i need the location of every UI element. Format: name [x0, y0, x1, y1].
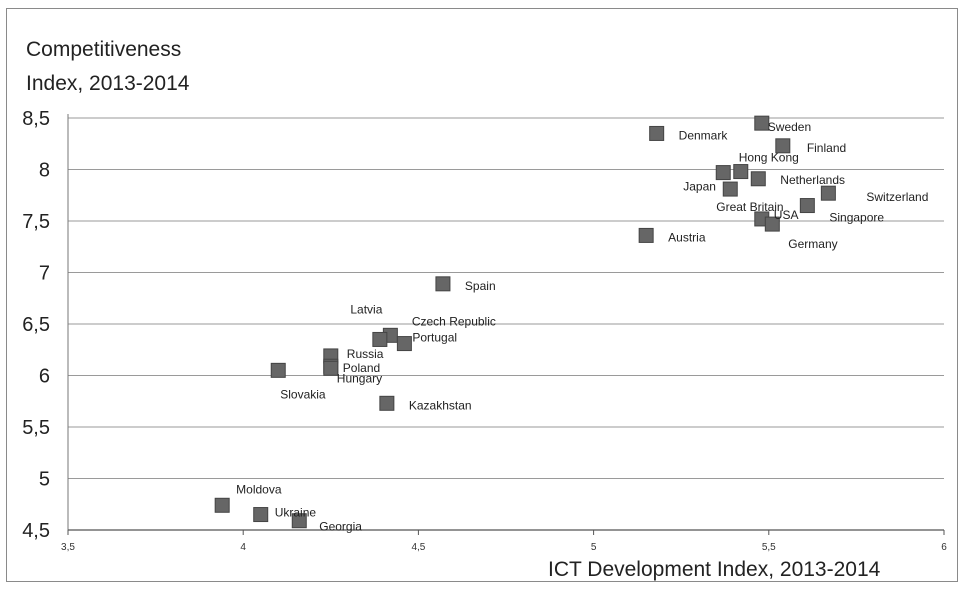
point-label: Great Britain [716, 200, 783, 214]
point-label: Czech Republic [412, 314, 496, 328]
point-label: Germany [788, 237, 837, 251]
y-tick-label: 8,5 [22, 108, 50, 130]
point-label: Finland [807, 141, 846, 155]
data-point [379, 395, 395, 411]
data-point [270, 362, 286, 378]
x-tick-label: 4,5 [411, 542, 425, 553]
y-axis-label-line2: Index, 2013-2014 [26, 72, 190, 95]
data-point [799, 198, 815, 214]
data-point [638, 227, 654, 243]
y-tick-label: 4,5 [22, 520, 50, 542]
y-tick-label: 6,5 [22, 314, 50, 336]
y-tick-label: 5,5 [22, 417, 50, 439]
data-point [775, 138, 791, 154]
point-label: Portugal [412, 331, 457, 345]
x-tick-labels: 3,5 4 4,5 5 5,5 6 [61, 542, 947, 553]
y-tick-label: 7 [39, 263, 50, 285]
point-label: Slovakia [280, 387, 326, 401]
x-axis-label: ICT Development Index, 2013-2014 [548, 558, 881, 581]
data-point [253, 507, 269, 523]
point-labels: Sweden Denmark Finland Hong Kong Japan Nether… [236, 120, 928, 534]
x-tick-label: 3,5 [61, 542, 75, 553]
data-point [396, 336, 412, 352]
data-points [214, 115, 836, 529]
point-label: Georgia [319, 520, 362, 534]
point-label: Spain [465, 279, 496, 293]
point-label: Singapore [829, 211, 884, 225]
point-label: Netherlands [780, 173, 845, 187]
data-point [291, 513, 307, 529]
point-label: Kazakhstan [409, 398, 472, 412]
point-label: Denmark [679, 128, 729, 142]
point-label: Poland [343, 361, 380, 375]
data-point [715, 165, 731, 181]
data-point [750, 171, 766, 187]
axes [67, 114, 945, 535]
point-label: Hungary [337, 371, 382, 385]
point-label: Japan [683, 180, 716, 194]
point-label: Austria [668, 230, 706, 244]
point-label: USA [774, 208, 799, 222]
x-tick-label: 5 [591, 542, 597, 553]
x-tick-label: 6 [941, 542, 947, 553]
gridlines [68, 117, 944, 531]
data-point [214, 497, 230, 513]
y-tick-labels: 8,5 8 7,5 7 6,5 6 5,5 5 4,5 [22, 108, 50, 542]
x-tick-label: 4 [240, 542, 246, 553]
data-point [649, 125, 665, 141]
data-point [372, 331, 388, 347]
chart-frame [6, 8, 958, 582]
y-axis-label-line1: Competitiveness [26, 38, 182, 61]
point-label: Switzerland [866, 190, 928, 204]
point-label: Latvia [350, 302, 382, 316]
y-tick-label: 8 [39, 160, 50, 182]
data-point [722, 181, 738, 197]
point-label: Sweden [768, 120, 811, 134]
data-point [435, 276, 451, 292]
x-tick-label: 5,5 [762, 542, 776, 553]
data-point [764, 216, 780, 232]
y-tick-label: 5 [39, 469, 50, 491]
point-label: Hong Kong [739, 151, 799, 165]
point-label: Russia [347, 347, 384, 361]
point-label: Moldova [236, 482, 282, 496]
y-tick-label: 7,5 [22, 211, 50, 233]
y-tick-label: 6 [39, 366, 50, 388]
data-point [323, 360, 339, 376]
point-label: Ukraine [275, 506, 317, 520]
data-point [733, 164, 749, 180]
data-point [754, 115, 770, 131]
data-point [820, 185, 836, 201]
